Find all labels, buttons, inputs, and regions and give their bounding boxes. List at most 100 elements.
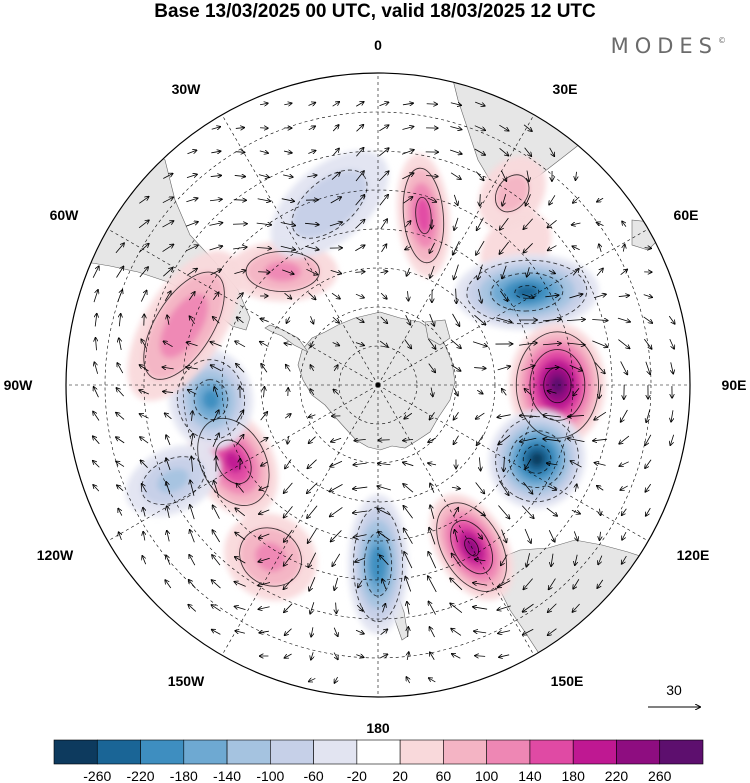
- wind-vector: [308, 126, 315, 130]
- wind-vector: [547, 463, 558, 465]
- wind-vector: [383, 604, 386, 613]
- wind-vector: [332, 316, 339, 323]
- wind-vector: [573, 579, 580, 588]
- wind-vector: [475, 482, 485, 493]
- wind-vector: [209, 246, 223, 251]
- wind-vector: [622, 531, 627, 540]
- wind-vector: [474, 631, 487, 633]
- wind-vector: [332, 102, 340, 107]
- wind-vector: [334, 365, 338, 372]
- longitude-label: 150E: [551, 673, 584, 689]
- vector-reference-value: 30: [666, 682, 682, 698]
- wind-vector: [142, 556, 147, 565]
- wind-vector: [599, 244, 601, 252]
- wind-vector: [93, 461, 100, 468]
- wind-vector: [450, 149, 462, 154]
- wind-vector: [234, 175, 245, 176]
- wind-vector: [186, 174, 197, 179]
- wind-vector: [473, 607, 488, 609]
- wind-vector: [116, 461, 125, 467]
- wind-vector: [258, 607, 270, 610]
- wind-vector: [474, 314, 485, 325]
- wind-vector: [377, 486, 391, 491]
- wind-vector: [594, 411, 607, 420]
- wind-vector: [525, 194, 531, 205]
- wind-vector: [502, 265, 507, 279]
- wind-vector: [188, 605, 197, 612]
- wind-vector: [527, 170, 529, 182]
- anomaly-contour: [215, 439, 252, 485]
- wind-vector: [209, 223, 222, 226]
- wind-vector: [143, 508, 145, 517]
- wind-vector: [332, 148, 339, 156]
- wind-vector: [474, 368, 486, 369]
- wind-vector: [167, 531, 169, 542]
- wind-vector: [186, 269, 197, 276]
- wind-vector: [284, 506, 293, 517]
- wind-vector: [92, 266, 99, 278]
- wind-vector: [210, 342, 222, 347]
- wind-vector: [307, 505, 318, 518]
- wind-vector: [356, 125, 364, 132]
- wind-vector: [597, 222, 604, 225]
- wind-vector: [523, 218, 533, 229]
- wind-vector: [260, 412, 268, 421]
- wind-vector: [645, 361, 650, 375]
- wind-vector: [401, 150, 414, 155]
- wind-vector: [477, 390, 483, 394]
- wind-vector: [450, 578, 463, 591]
- meridian-line: [377, 114, 535, 386]
- wind-vector: [117, 290, 123, 303]
- colorbar-tick-label: 140: [518, 768, 542, 783]
- wind-vector: [167, 315, 169, 325]
- wind-vector: [164, 291, 171, 302]
- wind-vector: [284, 653, 292, 658]
- wind-vector: [499, 124, 508, 131]
- wind-vector: [569, 364, 583, 370]
- wind-vector: [451, 487, 460, 488]
- wind-vector: [336, 602, 337, 614]
- anomaly-fill: [202, 389, 220, 410]
- wind-vector: [185, 245, 198, 252]
- wind-vector: [454, 217, 459, 230]
- wind-vector: [474, 148, 485, 155]
- wind-vector: [284, 414, 291, 419]
- wind-vector: [430, 483, 435, 493]
- wind-vector: [622, 221, 626, 227]
- wind-vector: [308, 151, 315, 154]
- colorbar-tick-label: -180: [170, 768, 198, 783]
- wind-vector: [116, 266, 124, 278]
- meridian-line: [107, 228, 379, 386]
- wind-vector: [451, 554, 461, 567]
- vector-reference: 30: [648, 682, 700, 707]
- longitude-label: 150W: [168, 673, 205, 689]
- wind-vector: [167, 506, 170, 518]
- wind-vector: [404, 528, 413, 544]
- longitude-label: 30W: [172, 81, 202, 97]
- wind-vector: [93, 485, 100, 492]
- wind-vector: [166, 482, 171, 495]
- wind-vector: [310, 602, 315, 614]
- wind-vector: [380, 654, 388, 657]
- wind-vector: [543, 439, 561, 441]
- wind-vector: [549, 147, 555, 156]
- wind-vector: [617, 317, 630, 322]
- wind-vector: [189, 316, 195, 325]
- wind-vector: [456, 288, 457, 304]
- wind-vector: [310, 389, 314, 396]
- wind-vector: [211, 127, 221, 130]
- wind-vector: [549, 578, 556, 590]
- colorbar-swatch: [616, 739, 661, 765]
- wind-vector: [282, 269, 294, 274]
- wind-vector: [140, 290, 146, 302]
- wind-vector: [592, 319, 607, 320]
- wind-vector: [671, 362, 674, 373]
- wind-vector: [165, 580, 172, 589]
- wind-vector: [405, 246, 412, 249]
- wind-vector: [402, 126, 413, 130]
- wind-vector: [477, 532, 482, 539]
- wind-vector: [594, 362, 605, 374]
- wind-vector: [496, 317, 511, 322]
- wind-vector: [477, 434, 484, 446]
- wind-vector: [475, 656, 486, 657]
